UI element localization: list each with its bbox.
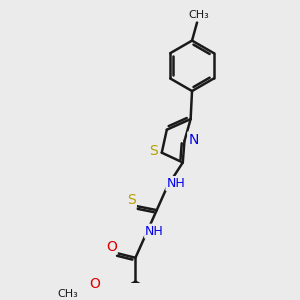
Text: O: O: [106, 240, 117, 254]
Text: S: S: [127, 193, 136, 207]
Text: CH₃: CH₃: [58, 289, 78, 299]
Text: S: S: [149, 144, 158, 158]
Text: N: N: [188, 133, 199, 146]
Text: O: O: [89, 278, 100, 291]
Text: NH: NH: [167, 177, 185, 190]
Text: CH₃: CH₃: [189, 11, 209, 20]
Text: NH: NH: [145, 225, 164, 238]
